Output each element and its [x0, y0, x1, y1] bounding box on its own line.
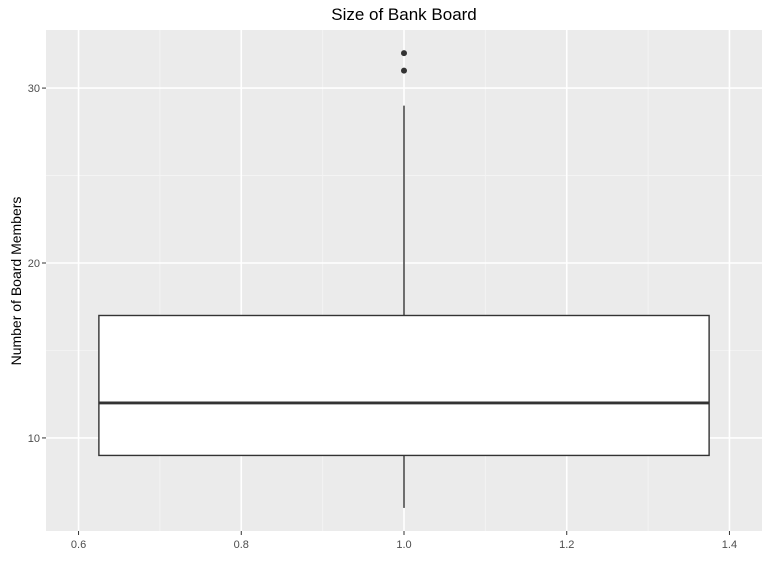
- y-tick-label: 30: [28, 83, 40, 95]
- y-axis: 10 20 30: [28, 83, 46, 445]
- x-tick-label: 0.6: [71, 539, 86, 551]
- chart-title: Size of Bank Board: [331, 5, 477, 24]
- x-tick-label: 1.2: [559, 539, 574, 551]
- y-tick-label: 10: [28, 433, 40, 445]
- outlier-point: [401, 67, 407, 74]
- x-axis: 0.6 0.8 1.0 1.2 1.4: [71, 531, 737, 551]
- outlier-point: [401, 50, 407, 57]
- x-tick-label: 1.4: [722, 539, 737, 551]
- x-tick-label: 0.8: [234, 539, 249, 551]
- x-tick-label: 1.0: [396, 539, 411, 551]
- box-marks: [98, 50, 710, 508]
- y-tick-label: 20: [28, 258, 40, 270]
- box-iqr: [98, 314, 710, 457]
- y-axis-title: Number of Board Members: [8, 197, 24, 366]
